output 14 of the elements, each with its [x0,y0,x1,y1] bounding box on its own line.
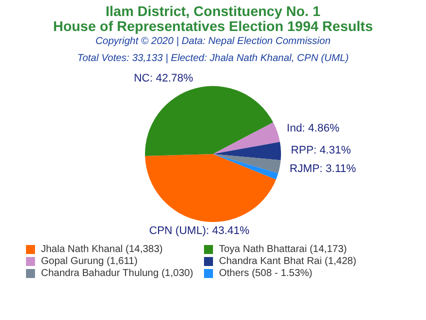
data-label: NC: 42.78% [134,72,194,85]
legend-label: Gopal Gurung (1,611) [41,256,138,267]
chart-title: Ilam District, Constituency No. 1 House of Representatives Election 1994 Results [52,3,374,34]
data-label: RJMP: 3.11% [290,162,356,175]
legend-label: Jhala Nath Khanal (14,383) [41,244,163,255]
text: Total Votes: 33,133 | Elected: Jhala Nath Khanal, CPN (UML) [76,53,350,64]
data-label: CPN (UML): 43.41% [149,224,250,237]
data-label: RPP: 4.31% [290,144,352,157]
legend-label: Others (508 - 1.53%) [219,268,312,279]
chart-subtitle: Copyright © 2020 | Data: Nepal Election Commission [94,36,332,47]
legend-label: Chandra Kant Bhat Rai (1,428) [219,256,356,267]
data-label: Ind: 4.86% [286,122,340,135]
legend-label: Toya Nath Bhattarai (14,173) [219,244,347,255]
legend-label: Chandra Bahadur Thulung (1,030) [41,268,194,279]
